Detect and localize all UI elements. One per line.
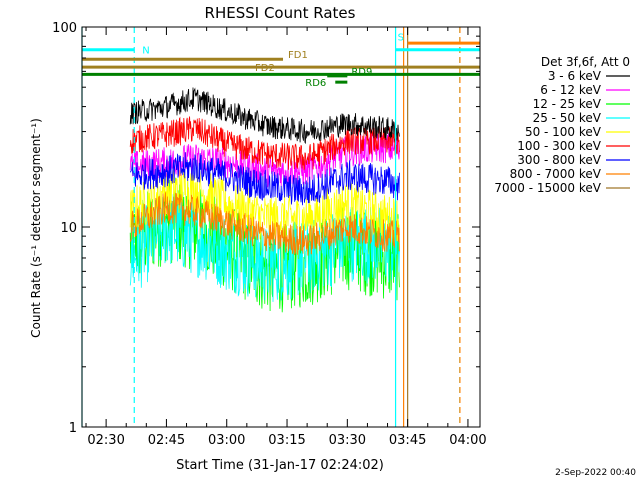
y-tick-label-0: 1 [69,421,77,436]
series-line-7 [129,192,400,256]
y-axis-label: Count Rate (s⁻¹ detector segment⁻¹) [29,118,43,338]
legend-label-7: 800 - 7000 keV [510,167,602,181]
legend-label-4: 50 - 100 keV [525,125,602,139]
flag-label-0: N [142,46,149,57]
flag-label-1: FD1 [288,50,308,61]
y-tick-label-2: 100 [52,21,77,36]
legend-label-1: 6 - 12 keV [540,83,602,97]
legend-label-5: 100 - 300 keV [517,139,601,153]
x-tick-label-5: 03:45 [389,433,426,448]
x-tick-label-6: 04:00 [449,433,486,448]
x-axis-label: Start Time (31-Jan-17 02:24:02) [176,458,384,473]
x-tick-label-4: 03:30 [329,433,366,448]
legend-title: Det 3f,6f, Att 0 [541,55,630,69]
chart-title: RHESSI Count Rates [205,4,356,22]
axes-layer: 02:30 02:45 03:00 03:15 03:30 03:45 04:00 1 10 10… [52,21,487,448]
flag-label-2: FD2 [255,63,275,74]
flag-label-3: RD9 [351,67,372,78]
flag-label-4: RD6 [305,78,326,89]
legend-label-0: 3 - 6 keV [548,69,602,83]
x-tick-label-3: 03:15 [268,433,305,448]
overlay-layer: N FD1 FD2 RD9 RD6 S [81,27,480,427]
legend-label-3: 25 - 50 keV [533,111,602,125]
legend-label-6: 300 - 800 keV [517,153,601,167]
series-line-6 [129,152,400,206]
x-tick-label-1: 02:45 [148,433,185,448]
legend-label-2: 12 - 25 keV [533,97,602,111]
series-line-1 [129,132,400,188]
x-tick-label-2: 03:00 [208,433,245,448]
footer-date: 2-Sep-2022 00:40 [555,468,636,478]
flag-label-5: S [398,33,404,44]
y-tick-label-1: 10 [60,221,77,236]
series-line-4 [129,168,400,244]
x-tick-label-0: 02:30 [87,433,124,448]
legend-label-8: 7000 - 15000 keV [494,181,601,195]
series-line-0 [129,87,400,145]
series-layer [129,87,400,313]
